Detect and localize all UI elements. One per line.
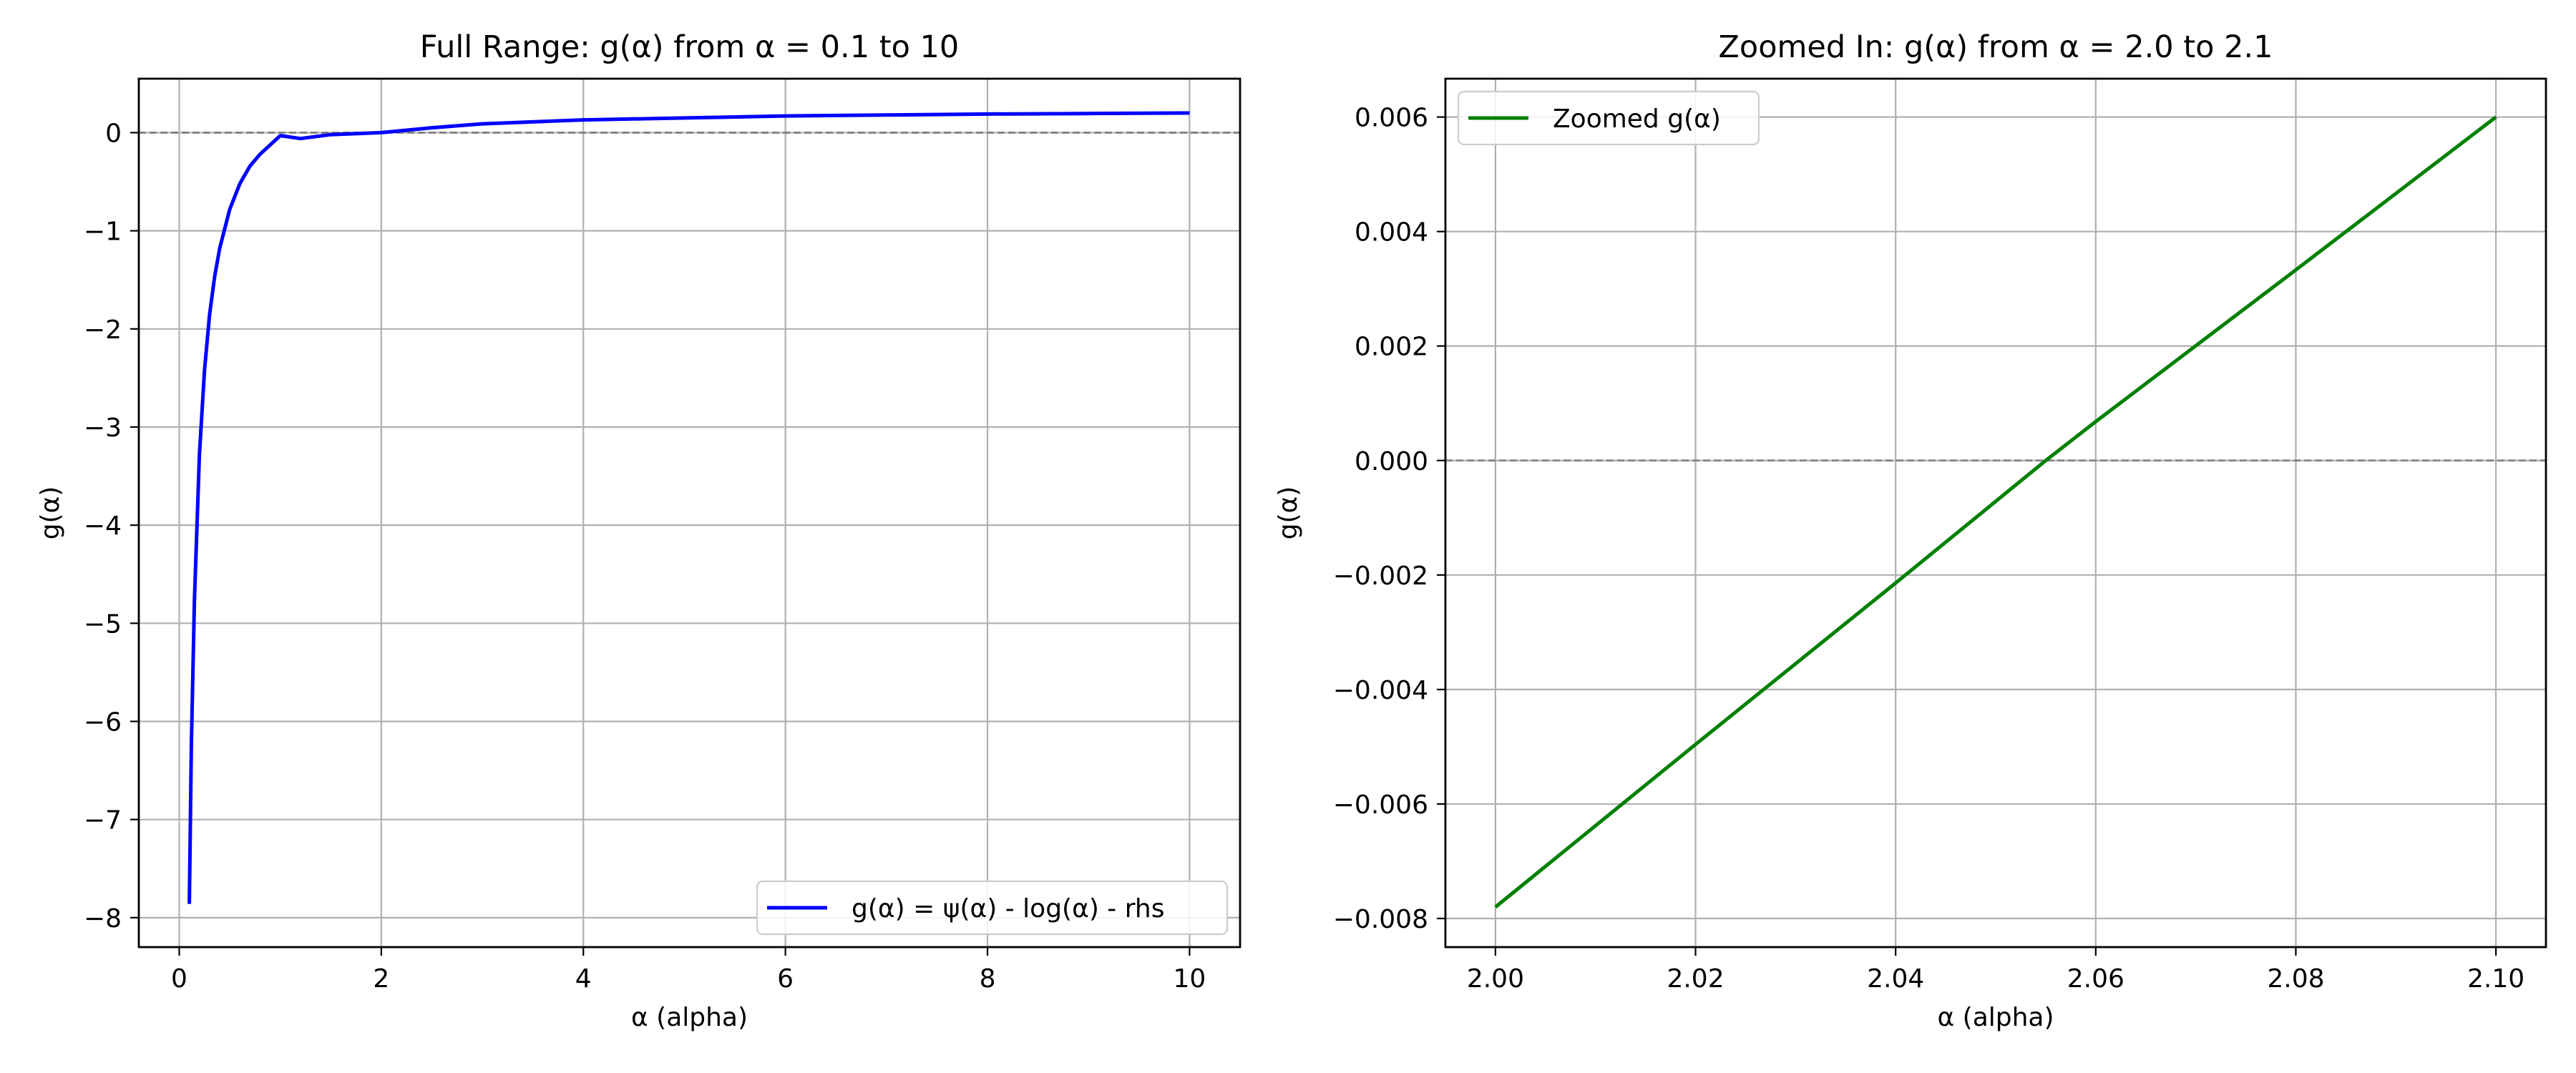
legend-box <box>756 880 1229 936</box>
y-tick-label: −0.004 <box>1333 676 1428 705</box>
y-tick-label: −5 <box>84 609 122 639</box>
y-tick-label: −1 <box>84 217 122 247</box>
x-axis-label: α (alpha) <box>1937 1003 2054 1032</box>
chart-panel-2: 2.00 2.02 2.04 2.06 2.08 2.10 0.006 0.004 0.002 0… <box>1274 29 2547 1032</box>
y-axis-label: g(α) <box>36 486 65 540</box>
y-tick-label: 0 <box>105 119 122 148</box>
legend-label: Zoomed g(α) <box>1553 104 1721 134</box>
y-tick-label: −0.002 <box>1333 562 1428 591</box>
series-line-1 <box>187 111 1190 904</box>
y-tick-label: −2 <box>84 315 122 345</box>
axes-frame <box>137 77 1241 949</box>
chart-title: Zoomed In: g(α) from α = 2.0 to 2.1 <box>1718 29 2273 65</box>
x-tick-label: 2.02 <box>1667 964 1724 994</box>
y-tick-label: 0.006 <box>1355 104 1428 133</box>
y-tick-label: −8 <box>84 904 122 934</box>
y-tick-label: −3 <box>84 413 122 443</box>
legend: g(α) = ψ(α) - log(α) - rhs <box>756 880 1229 936</box>
x-tick-label: 8 <box>980 964 996 994</box>
y-tick-label: −0.008 <box>1333 905 1428 934</box>
x-tick-label: 4 <box>575 964 592 994</box>
x-tick-label: 0 <box>171 964 187 994</box>
plot-area <box>139 79 1240 947</box>
y-tick-label: 0.002 <box>1355 333 1428 362</box>
axes-frame <box>1444 77 2547 949</box>
y-axis-label: g(α) <box>1274 486 1303 540</box>
series-line-1 <box>1494 115 2497 908</box>
y-tick-label: 0.004 <box>1355 218 1428 248</box>
x-tick-label: 2.10 <box>2467 964 2524 994</box>
x-tick-label: 2 <box>373 964 389 994</box>
y-tick-label: −7 <box>84 806 122 836</box>
x-axis-label: α (alpha) <box>631 1003 748 1032</box>
x-tick-label: 6 <box>777 964 794 994</box>
plot-area <box>1445 79 2546 947</box>
legend: Zoomed g(α) <box>1457 90 1760 146</box>
chart-title: Full Range: g(α) from α = 0.1 to 10 <box>420 29 960 65</box>
y-tick-label: −4 <box>84 511 122 541</box>
y-tick-label: −0.006 <box>1333 790 1428 820</box>
legend-box <box>1457 90 1760 146</box>
y-tick-label: 0.000 <box>1355 447 1428 476</box>
x-tick-label: 2.00 <box>1467 964 1524 994</box>
x-tick-label: 2.08 <box>2267 964 2324 994</box>
legend-label: g(α) = ψ(α) - log(α) - rhs <box>852 894 1164 923</box>
x-tick-label: 10 <box>1173 964 1206 994</box>
y-tick-label: −6 <box>84 707 122 737</box>
x-tick-label: 2.04 <box>1867 964 1924 994</box>
chart-panel-1: 0 2 4 6 8 10 0 −1 −2 −3 −4 −5 −6 −7 −8 Full Range: g(α)… <box>36 29 1241 1032</box>
x-tick-label: 2.06 <box>2067 964 2124 994</box>
